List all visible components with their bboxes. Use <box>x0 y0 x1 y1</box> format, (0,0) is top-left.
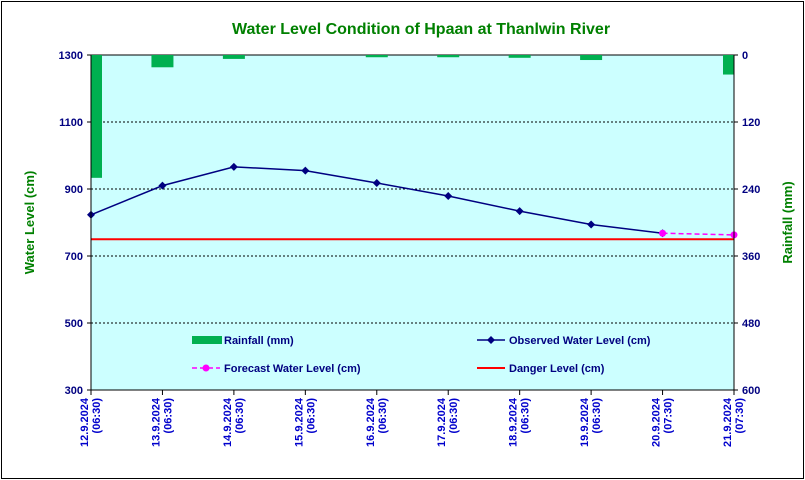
y-axis-label-left: Water Level (cm) <box>22 171 37 275</box>
rainfall-bar <box>222 55 245 59</box>
x-tick-time: (06:30) <box>91 398 103 434</box>
legend-label-rainfall: Rainfall (mm) <box>224 335 294 347</box>
y-tick-label-left: 900 <box>65 184 83 196</box>
x-tick-time: (06:30) <box>377 398 389 434</box>
observed-point <box>372 178 381 187</box>
x-tick-date: 21.9.2024 <box>722 397 734 447</box>
legend-label-forecast: Forecast Water Level (cm) <box>224 363 361 375</box>
x-tick-time: (07:30) <box>663 398 675 434</box>
x-tick-date: 19.9.2024 <box>579 397 591 447</box>
y-tick-label-right: 360 <box>742 251 760 263</box>
x-tick-label: 19.9.2024(06:30) <box>579 397 603 447</box>
y-axis-label-right: Rainfall (mm) <box>780 181 795 263</box>
x-tick-time: (06:30) <box>591 398 603 434</box>
rainfall-bar <box>508 55 531 58</box>
observed-point <box>229 162 238 171</box>
x-tick-date: 17.9.2024 <box>436 397 448 447</box>
rainfall-bar <box>580 55 603 61</box>
y-tick-label-right: 600 <box>742 385 760 397</box>
x-tick-date: 14.9.2024 <box>222 397 234 447</box>
y-tick-label-left: 1300 <box>59 50 83 62</box>
legend-label-observed: Observed Water Level (cm) <box>509 335 651 347</box>
plot-area <box>90 54 735 391</box>
x-tick-time: (06:30) <box>305 398 317 434</box>
x-tick-time: (06:30) <box>448 398 460 434</box>
rainfall-bar <box>365 55 388 58</box>
chart-title: Water Level Condition of Hpaan at Thanlw… <box>232 21 610 38</box>
legend: Rainfall (mm) Observed Water Level (cm) Fo… <box>192 335 651 375</box>
y-tick-label-right: 120 <box>742 117 760 129</box>
x-tick-time: (06:30) <box>520 398 532 434</box>
x-tick-date: 18.9.2024 <box>508 397 520 447</box>
rainfall-bar <box>91 55 102 178</box>
legend-marker-forecast <box>202 364 210 372</box>
x-tick-label: 17.9.2024(06:30) <box>436 397 460 447</box>
y-tick-label-left: 300 <box>65 385 83 397</box>
forecast-point <box>659 229 667 237</box>
observed-point <box>301 166 310 175</box>
rainfall-bar <box>437 55 460 58</box>
x-tick-time: (06:30) <box>234 398 246 434</box>
y-tick-label-right: 240 <box>742 184 760 196</box>
x-tick-label: 20.9.2024(07:30) <box>651 397 675 447</box>
x-tick-label: 15.9.2024(06:30) <box>293 397 317 447</box>
y-tick-label-left: 700 <box>65 251 83 263</box>
observed-point <box>587 220 596 229</box>
y-tick-label-right: 480 <box>742 318 760 330</box>
x-tick-label: 12.9.2024(06:30) <box>79 397 103 447</box>
legend-marker-observed <box>487 336 495 344</box>
rainfall-bars <box>91 55 734 178</box>
x-tick-label: 18.9.2024(06:30) <box>508 397 532 447</box>
rainfall-bar <box>723 55 734 75</box>
forecast-line <box>662 232 735 236</box>
x-tick-label: 13.9.2024(06:30) <box>150 397 174 447</box>
observed-point <box>515 207 524 216</box>
x-tick-label: 16.9.2024(06:30) <box>365 397 389 447</box>
x-tick-label: 21.9.2024(07:30) <box>722 397 746 447</box>
x-tick-date: 12.9.2024 <box>79 397 91 447</box>
x-tick-time: (06:30) <box>162 398 174 434</box>
y-tick-label-left: 1100 <box>59 117 83 129</box>
x-tick-date: 15.9.2024 <box>293 397 305 447</box>
legend-label-danger: Danger Level (cm) <box>509 363 605 375</box>
x-tick-date: 13.9.2024 <box>150 397 162 447</box>
x-tick-label: 14.9.2024(06:30) <box>222 397 246 447</box>
rainfall-bar <box>151 55 174 68</box>
x-tick-date: 16.9.2024 <box>365 397 377 447</box>
legend-swatch-rainfall <box>192 336 222 344</box>
y-tick-label-left: 500 <box>65 318 83 330</box>
observed-point <box>158 181 167 190</box>
y-tick-label-right: 0 <box>742 50 748 62</box>
x-tick-date: 20.9.2024 <box>651 397 663 447</box>
x-tick-time: (07:30) <box>734 398 746 434</box>
observed-point <box>444 192 453 201</box>
axes: 1300 1100 900 700 500 300 0 120 240 360 480 600 12.9… <box>59 50 761 447</box>
